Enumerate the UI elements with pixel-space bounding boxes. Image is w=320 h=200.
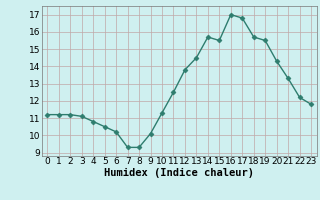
- X-axis label: Humidex (Indice chaleur): Humidex (Indice chaleur): [104, 168, 254, 178]
